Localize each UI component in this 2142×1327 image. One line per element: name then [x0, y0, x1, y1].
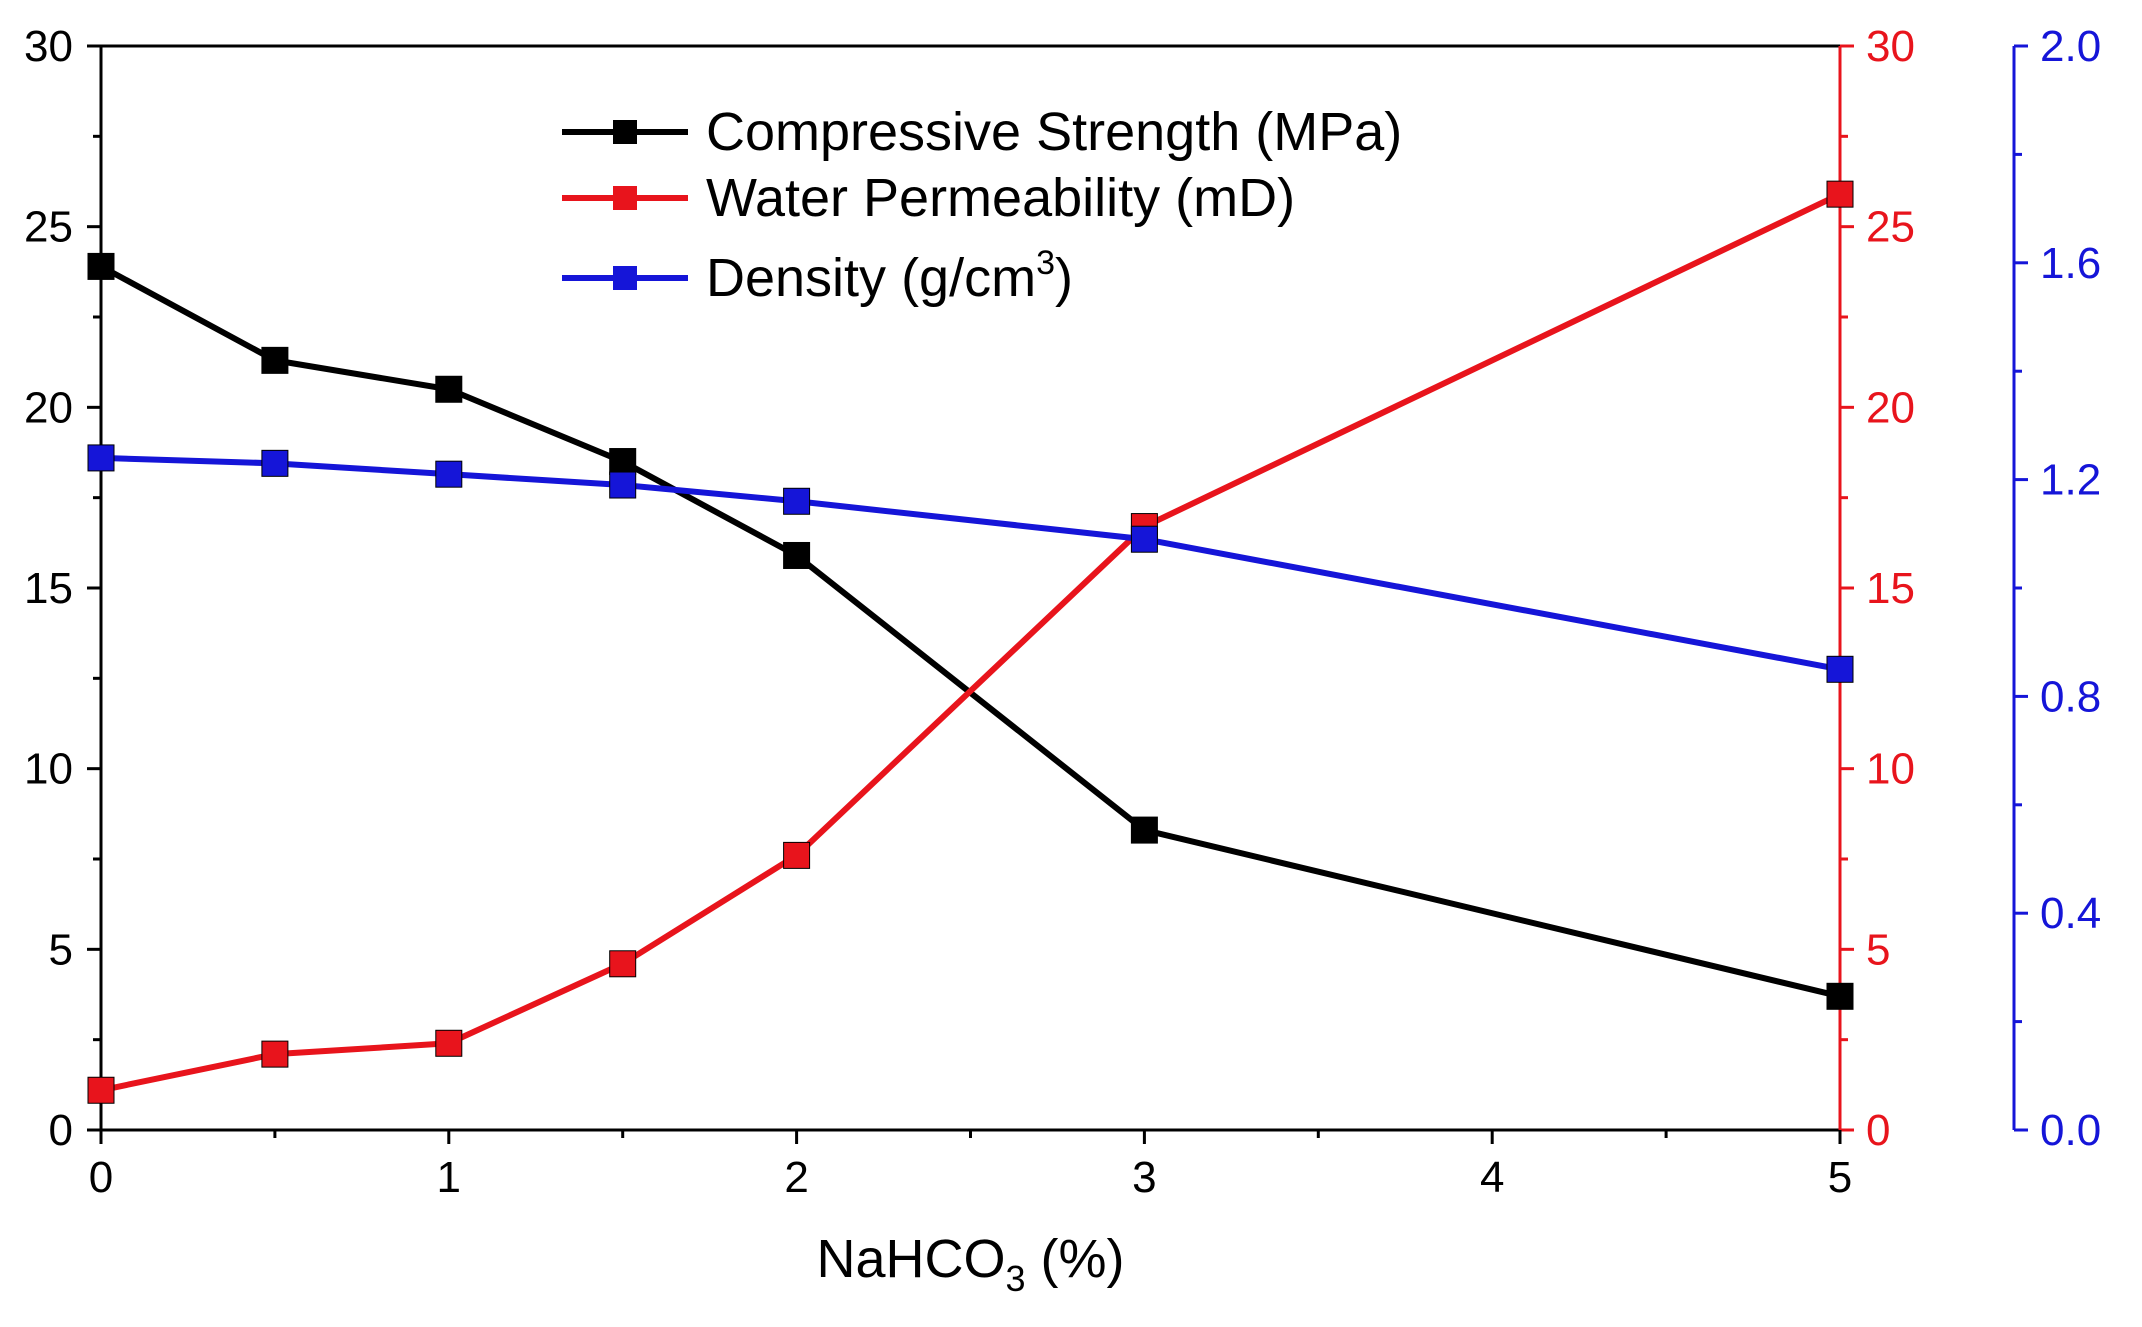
water-permeability-point	[87, 1076, 115, 1104]
density-point	[1130, 525, 1158, 553]
legend-label-compressive-strength: Compressive Strength (MPa)	[706, 102, 1402, 162]
compressive-strength-point	[435, 375, 463, 403]
left-y-tick-label: 30	[24, 22, 73, 71]
left-y-tick-label: 5	[49, 925, 73, 974]
legend-marker-compressive-strength	[613, 120, 637, 144]
compressive-strength-point	[1130, 816, 1158, 844]
legend-label-water-permeability: Water Permeability (mD)	[706, 168, 1295, 228]
right-y-tick-label-permeability: 15	[1866, 564, 1915, 613]
compressive-strength-line	[99, 263, 1841, 1000]
left-y-tick-label: 20	[24, 383, 73, 432]
x-tick-label: 1	[437, 1153, 461, 1202]
density-point	[609, 471, 637, 499]
water-permeability-point	[1826, 180, 1854, 208]
x-tick-label: 4	[1480, 1153, 1504, 1202]
right-y-tick-label-density: 1.6	[2040, 239, 2101, 288]
water-permeability-point	[435, 1029, 463, 1057]
x-axis-title: NaHCO3 (%)	[816, 1229, 1124, 1299]
left-y-tick-label: 0	[49, 1106, 73, 1155]
water-permeability-line	[100, 191, 1842, 1094]
compressive-strength-point	[1826, 982, 1854, 1010]
right-y-tick-label-density: 0.8	[2040, 672, 2101, 721]
right-y-tick-label-permeability: 0	[1866, 1106, 1890, 1155]
right-y-tick-label-permeability: 20	[1866, 383, 1915, 432]
water-permeability-point	[609, 950, 637, 978]
left-y-tick-label: 10	[24, 745, 73, 794]
density-line	[100, 454, 1841, 673]
right-y-tick-label-density: 1.2	[2040, 456, 2101, 505]
compressive-strength-point	[87, 252, 115, 280]
x-tick-label: 2	[784, 1153, 808, 1202]
compressive-strength-point	[261, 346, 289, 374]
legend-marker-density	[613, 266, 637, 290]
legend-label-density: Density (g/cm3)	[706, 244, 1073, 308]
right-y-tick-label-permeability: 10	[1866, 745, 1915, 794]
left-y-tick-label: 25	[24, 203, 73, 252]
x-tick-label: 3	[1132, 1153, 1156, 1202]
right-y-tick-label-permeability: 30	[1866, 22, 1915, 71]
left-y-tick-label: 15	[24, 564, 73, 613]
right-y-tick-label-permeability: 5	[1866, 925, 1890, 974]
right-y-tick-label-permeability: 25	[1866, 203, 1915, 252]
density-point	[261, 449, 289, 477]
density-point	[1826, 655, 1854, 683]
right-y-tick-label-density: 0.4	[2040, 889, 2101, 938]
water-permeability-point	[261, 1040, 289, 1068]
right-y-tick-label-density: 0.0	[2040, 1106, 2101, 1155]
right-y-tick-label-density: 2.0	[2040, 22, 2101, 71]
density-point	[435, 460, 463, 488]
density-point	[783, 487, 811, 515]
compressive-strength-point	[783, 541, 811, 569]
x-tick-label: 5	[1828, 1153, 1852, 1202]
water-permeability-point	[783, 841, 811, 869]
density-point	[87, 444, 115, 472]
legend-marker-water-permeability	[613, 186, 637, 210]
compressive-strength-point	[609, 448, 637, 476]
x-tick-label: 0	[89, 1153, 113, 1202]
